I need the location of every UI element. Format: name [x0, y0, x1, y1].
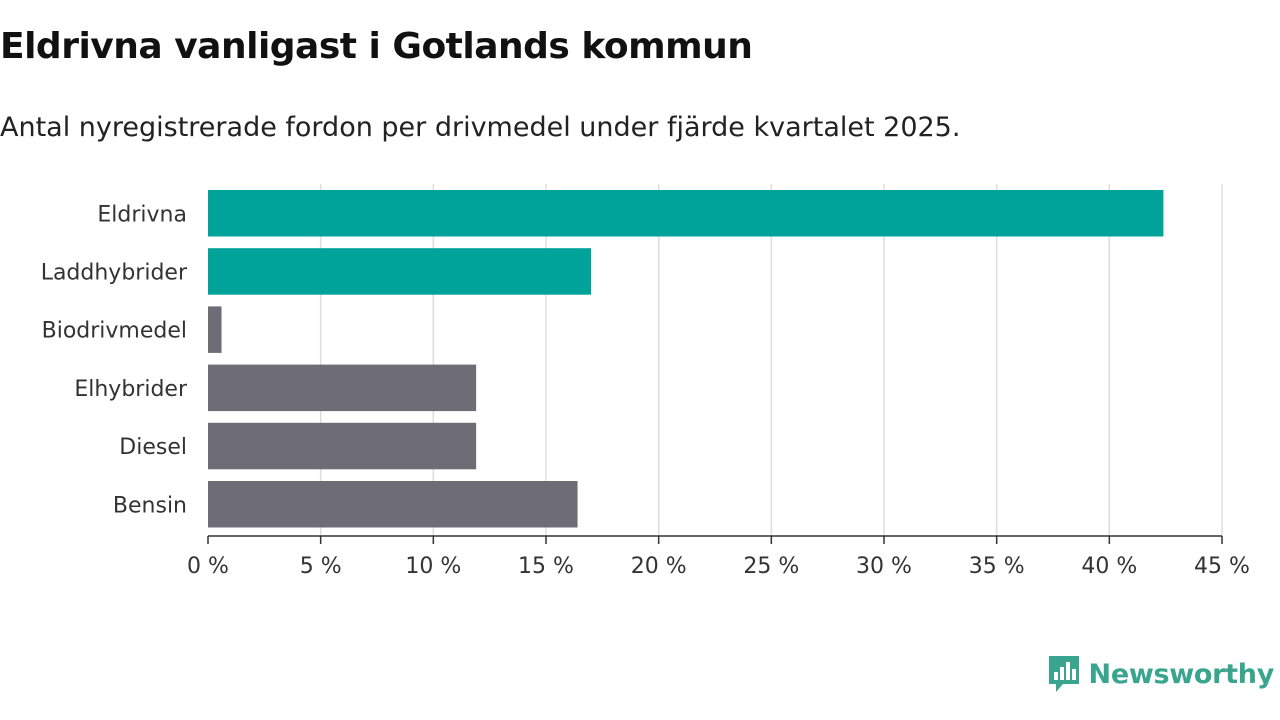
bar-chart: Eldrivna Laddhybrider Biodrivmedel Elhybrid… — [41, 184, 1250, 579]
category-label: Biodrivmedel — [42, 319, 187, 344]
gridlines — [319, 184, 1223, 536]
x-axis: 0 % 5 % 10 % 15 % 20 % 25 % 30 % 35 % 40 % 45 % — [187, 535, 1250, 579]
newsworthy-logo-icon — [1048, 656, 1079, 692]
x-tick-label: 0 % — [187, 554, 229, 579]
bar-eldrivna — [208, 190, 1164, 237]
category-label: Laddhybrider — [41, 260, 188, 285]
x-tick-label: 10 % — [405, 554, 461, 579]
category-label: Eldrivna — [97, 202, 187, 227]
bar-biodrivmedel — [208, 306, 222, 353]
bar-bensin — [208, 481, 578, 528]
brand-name: Newsworthy — [1088, 658, 1275, 690]
x-tick-label: 25 % — [743, 554, 799, 579]
category-label: Diesel — [119, 435, 187, 460]
x-tick-label: 15 % — [518, 554, 574, 579]
x-tick-label: 5 % — [300, 554, 342, 579]
chart-subtitle: Antal nyregistrerade fordon per drivmede… — [0, 112, 961, 143]
category-labels: Eldrivna Laddhybrider Biodrivmedel Elhybrid… — [41, 202, 188, 518]
x-tick-label: 20 % — [631, 554, 687, 579]
bar-laddhybrider — [208, 248, 592, 295]
x-tick-label: 30 % — [856, 554, 912, 579]
bar-diesel — [208, 422, 477, 470]
x-tick-label: 45 % — [1194, 554, 1250, 579]
category-label: Elhybrider — [74, 377, 188, 402]
bars — [208, 190, 1164, 528]
bar-elhybrider — [208, 364, 477, 412]
x-tick-label: 40 % — [1081, 554, 1137, 579]
brand: Newsworthy — [1047, 654, 1274, 694]
category-label: Bensin — [113, 493, 187, 518]
chart-title: Eldrivna vanligast i Gotlands kommun — [0, 26, 753, 67]
x-tick-label: 35 % — [969, 554, 1025, 579]
